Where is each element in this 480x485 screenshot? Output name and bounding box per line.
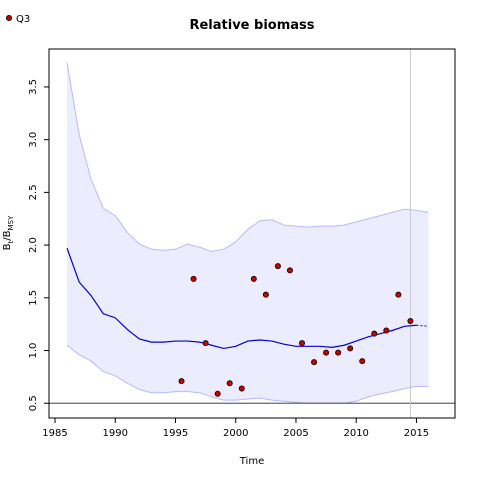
data-point — [262, 291, 269, 298]
y-axis-label-sub-t: t — [7, 240, 15, 243]
data-point — [407, 318, 414, 325]
chart-title: Relative biomass — [189, 18, 314, 33]
x-tick-label: 1985 — [42, 428, 67, 439]
confidence-band-layer — [66, 62, 429, 404]
confidence-band — [67, 62, 429, 404]
plot-frame — [48, 48, 456, 419]
median-line-layer — [66, 248, 429, 350]
band-upper-edge — [66, 62, 429, 252]
data-point — [323, 349, 330, 356]
x-tick-label: 1995 — [163, 428, 188, 439]
data-point — [311, 359, 318, 366]
y-tick-label: 2.0 — [28, 237, 39, 253]
x-tick-label: 2005 — [283, 428, 308, 439]
data-point-layer — [178, 263, 414, 397]
x-tick-label: 2000 — [223, 428, 248, 439]
x-tick-label: 1990 — [103, 428, 128, 439]
x-axis-label: Time — [239, 456, 264, 467]
y-axis-label: Bt/BMSY — [2, 215, 15, 250]
data-point — [190, 275, 197, 282]
data-point — [214, 390, 221, 397]
data-point — [395, 291, 402, 298]
y-tick-label: 2.5 — [28, 184, 39, 200]
data-point — [238, 385, 245, 392]
legend-label: Q3 — [16, 14, 30, 25]
data-point — [371, 330, 378, 337]
y-axis-label-main: B — [2, 243, 13, 250]
y-axis-label-mid: /B — [2, 230, 13, 240]
y-tick-label: 0.5 — [28, 395, 39, 411]
legend-marker — [6, 14, 12, 21]
axis-layer: 1985 1990 1995 2000 2005 2010 2015 0.5 1.0 1.5 2.0… — [28, 79, 429, 439]
band-lower-edge — [66, 344, 429, 404]
reference-layer — [49, 49, 455, 418]
data-point — [286, 267, 293, 274]
data-point — [274, 263, 281, 270]
median-line — [66, 248, 417, 350]
data-point — [335, 349, 342, 356]
y-axis-label-sub-msy: MSY — [7, 215, 15, 230]
data-point — [347, 345, 354, 352]
x-tick-label: 2015 — [404, 428, 429, 439]
data-point — [298, 340, 305, 347]
y-tick-label: 3.0 — [28, 132, 39, 148]
legend: Q3 — [6, 14, 30, 25]
x-tick-label: 2010 — [343, 428, 368, 439]
data-point — [226, 380, 233, 387]
data-point — [250, 275, 257, 282]
y-tick-label: 1.0 — [28, 343, 39, 359]
data-point — [383, 327, 390, 334]
data-point — [359, 358, 366, 365]
data-point — [202, 340, 209, 347]
y-tick-label: 1.5 — [28, 290, 39, 306]
data-point — [178, 378, 185, 385]
y-tick-label: 3.5 — [28, 79, 39, 95]
